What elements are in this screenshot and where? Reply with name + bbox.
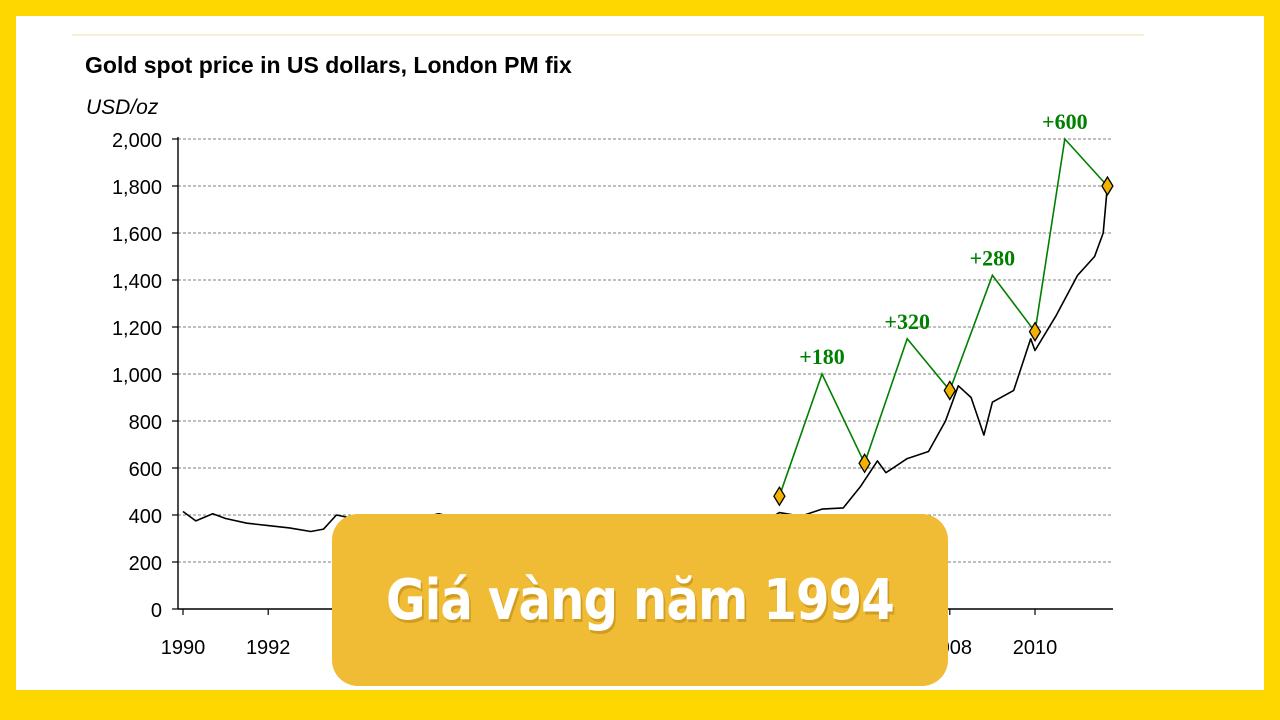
increase-zigzag [778, 137, 1109, 497]
chart-title: Gold spot price in US dollars, London PM… [85, 52, 572, 78]
annotation-layer: +180 +320 +280 +600 [778, 109, 1109, 497]
price-line [182, 185, 1109, 549]
y-tick-label: 0 [151, 600, 162, 622]
y-tick-label: 2,000 [112, 130, 162, 152]
y-axis-unit-label: USD/oz [86, 96, 159, 119]
x-tick-label: 1990 [161, 637, 206, 659]
diamond-marker [858, 453, 871, 474]
y-tick-label: 600 [129, 459, 162, 481]
banner-text: Giá vàng năm 1994 [386, 567, 895, 633]
y-tick-labels: 0 200 400 600 800 1,000 1,200 1,400 1,600 1,800 2,… [112, 130, 162, 622]
y-tick-label: 1,800 [112, 177, 162, 199]
y-tick-label: 800 [129, 412, 162, 434]
x-tick-label: 2010 [1013, 637, 1058, 659]
y-tick-label: 1,600 [112, 224, 162, 246]
diamond-marker [1028, 321, 1042, 342]
increase-label: +180 [799, 344, 845, 369]
increase-label: +320 [884, 309, 930, 334]
y-tick-label: 1,000 [112, 365, 162, 387]
y-tick-label: 200 [129, 553, 162, 575]
diamond-marker [1101, 175, 1114, 197]
marker-layer [773, 175, 1114, 507]
increase-label: +600 [1042, 109, 1088, 134]
series-layer [182, 185, 1109, 549]
chart-frame: 0 200 400 600 800 1,000 1,200 1,400 1,600 1,800 2,… [16, 16, 1264, 690]
diamond-marker [943, 380, 957, 401]
diamond-marker [773, 485, 786, 507]
y-tick-label: 400 [129, 506, 162, 528]
grid-lines [178, 138, 1113, 563]
y-tick-label: 1,400 [112, 271, 162, 293]
y-tick-label: 1,200 [112, 318, 162, 340]
year-banner: Giá vàng năm 1994 [332, 514, 948, 686]
x-tick-label: 1992 [246, 637, 291, 659]
increase-label: +280 [970, 245, 1016, 270]
